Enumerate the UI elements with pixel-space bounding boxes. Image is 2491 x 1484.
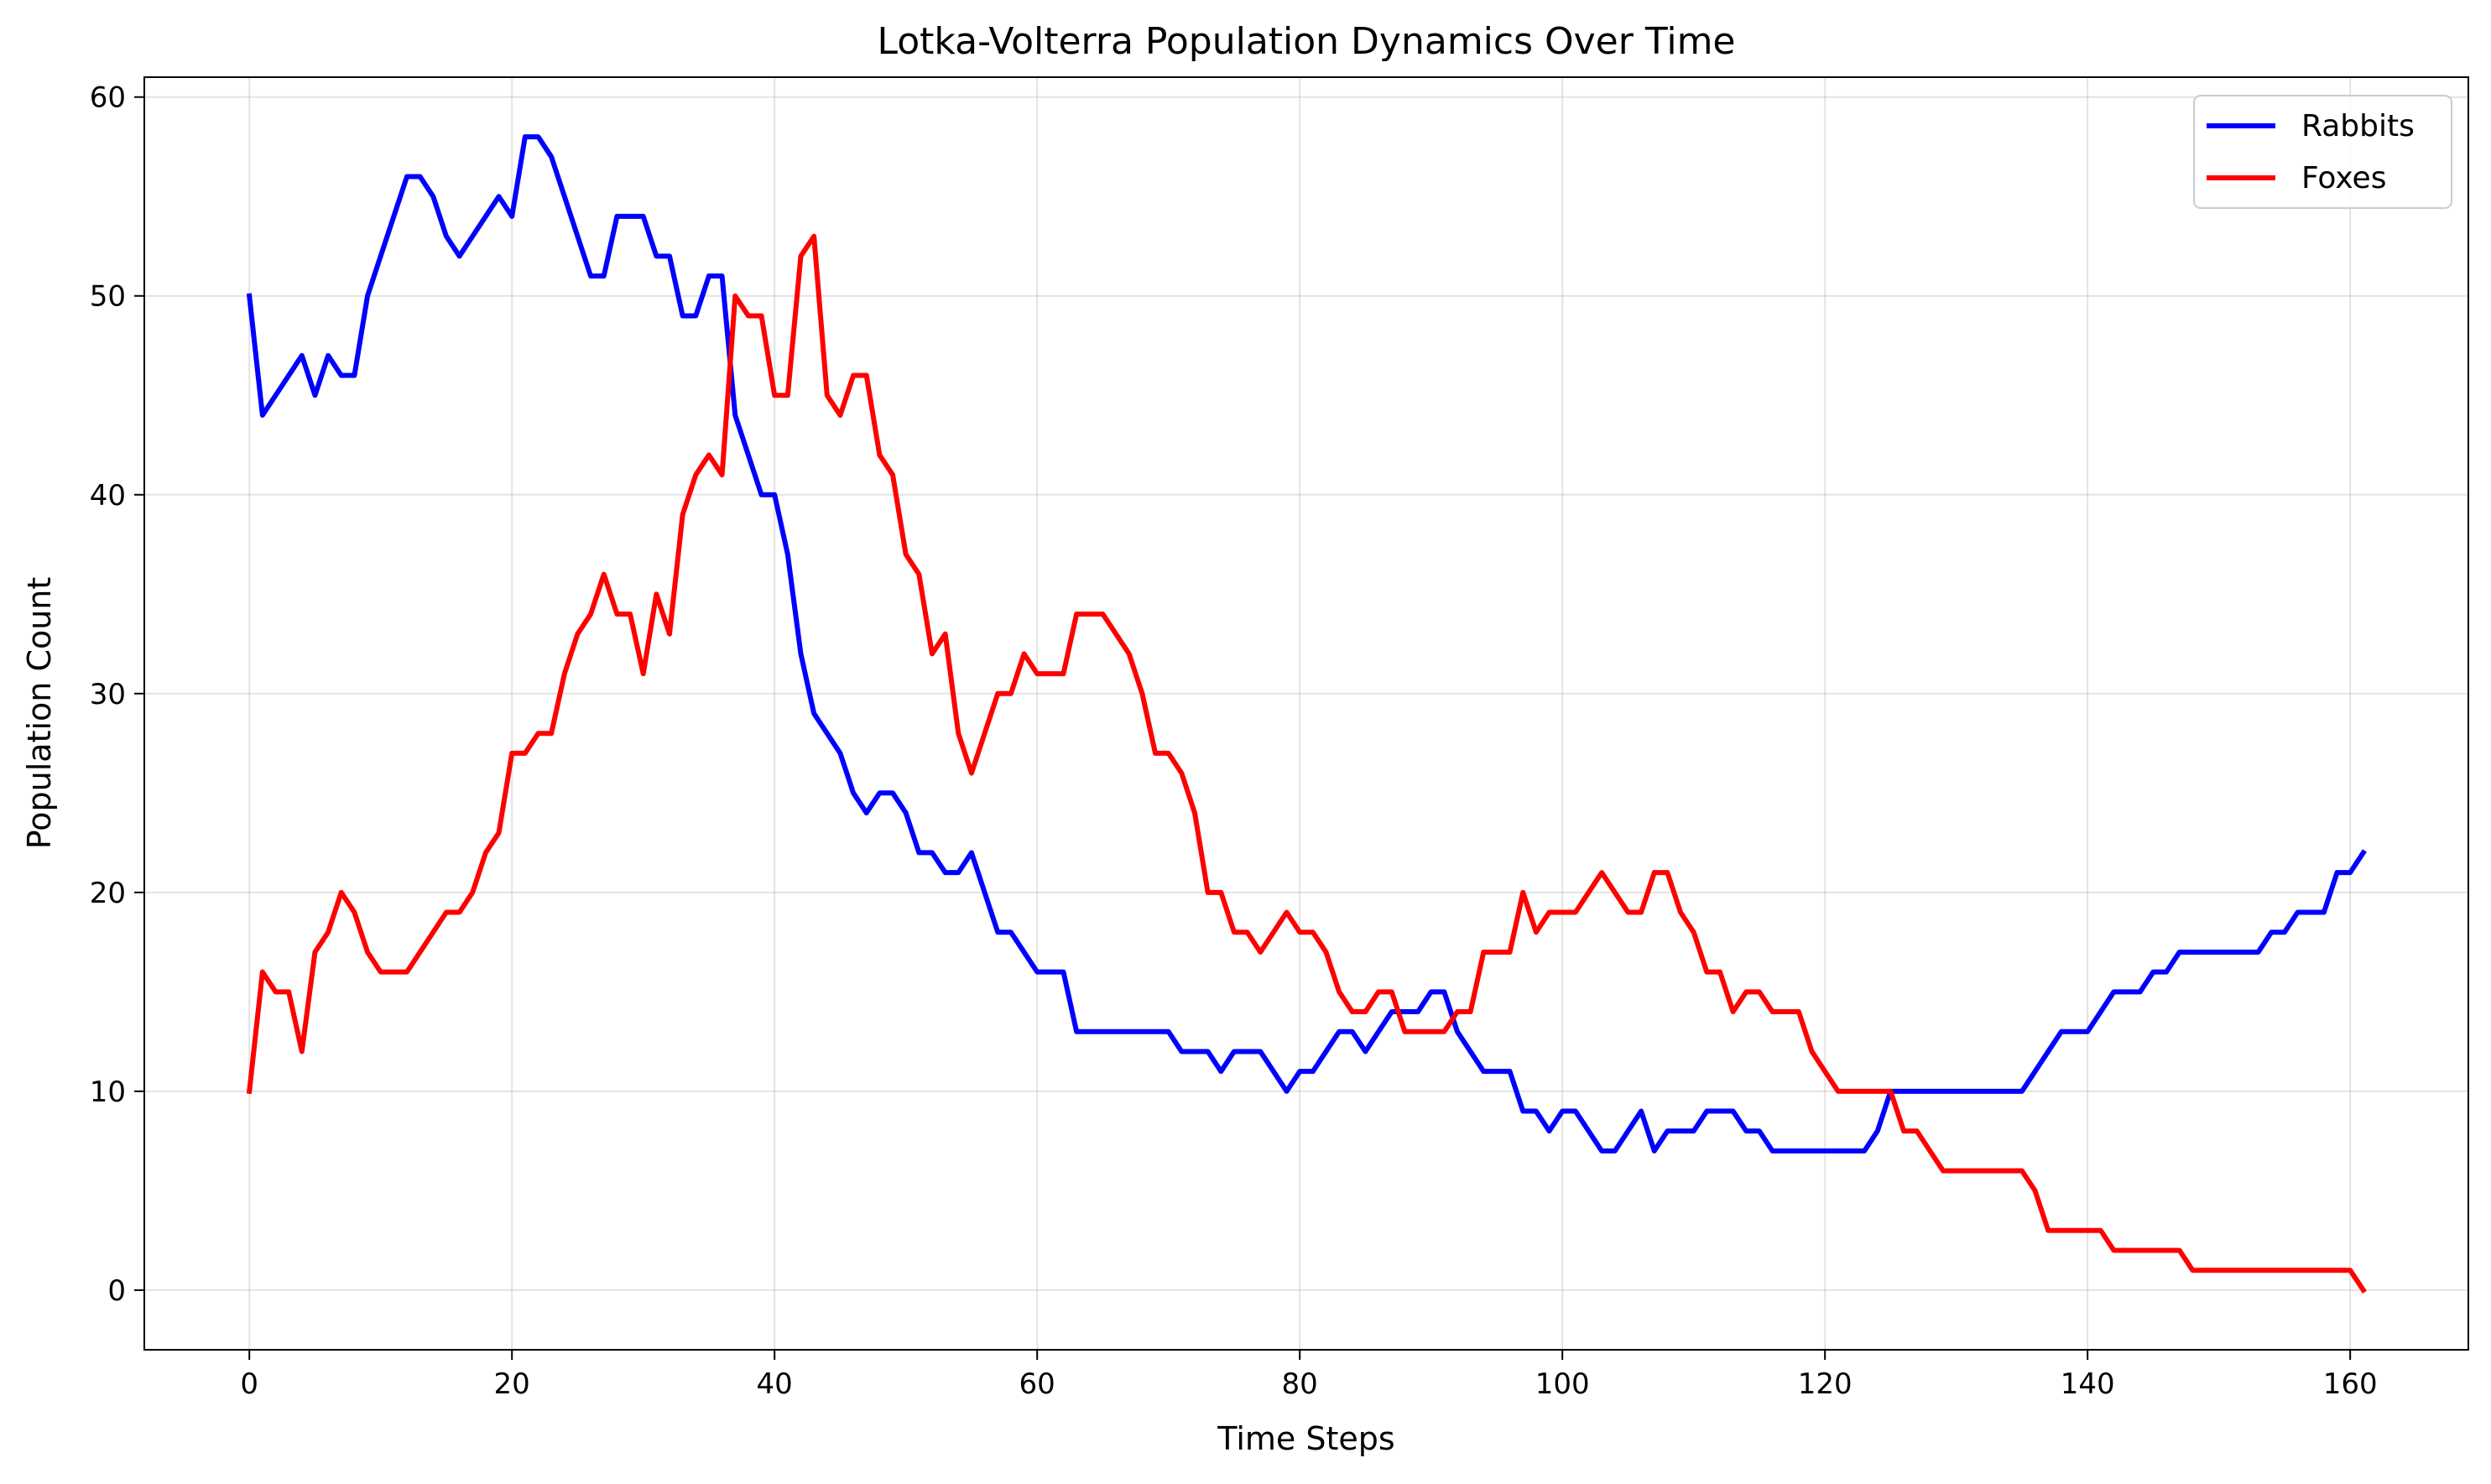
x-axis-label: Time Steps [1217,1420,1394,1457]
y-tick-label: 60 [90,81,126,115]
y-tick-label: 40 [90,479,126,513]
y-axis-ticks: 0 10 20 30 40 50 60 [90,81,144,1308]
x-tick-label: 20 [494,1367,530,1401]
y-tick-label: 30 [90,678,126,711]
x-tick-label: 40 [757,1367,793,1401]
legend-label-foxes: Foxes [2301,161,2386,195]
series-lines [246,134,2367,1294]
grid [144,77,2468,1350]
x-tick-label: 60 [1019,1367,1055,1401]
x-tick-label: 140 [2061,1367,2115,1401]
chart-title: Lotka-Volterra Population Dynamics Over … [878,20,1736,63]
y-tick-label: 20 [90,877,126,910]
plot-frame [143,76,2469,1351]
x-tick-label: 120 [1798,1367,1853,1401]
series-line-rabbits [246,134,2367,1153]
y-axis-label: Population Count [21,577,58,850]
y-tick-label: 10 [90,1075,126,1109]
series-line-foxes [246,233,2367,1294]
x-tick-label: 100 [1535,1367,1590,1401]
x-tick-label: 0 [240,1367,258,1401]
legend-label-rabbits: Rabbits [2301,109,2415,143]
x-axis-ticks: 0 20 40 60 80 100 120 140 160 [240,1350,2378,1401]
legend: Rabbits Foxes [2193,95,2452,209]
x-tick-label: 80 [1282,1367,1318,1401]
x-tick-label: 160 [2323,1367,2378,1401]
y-tick-label: 0 [107,1274,126,1308]
y-tick-label: 50 [90,280,126,314]
